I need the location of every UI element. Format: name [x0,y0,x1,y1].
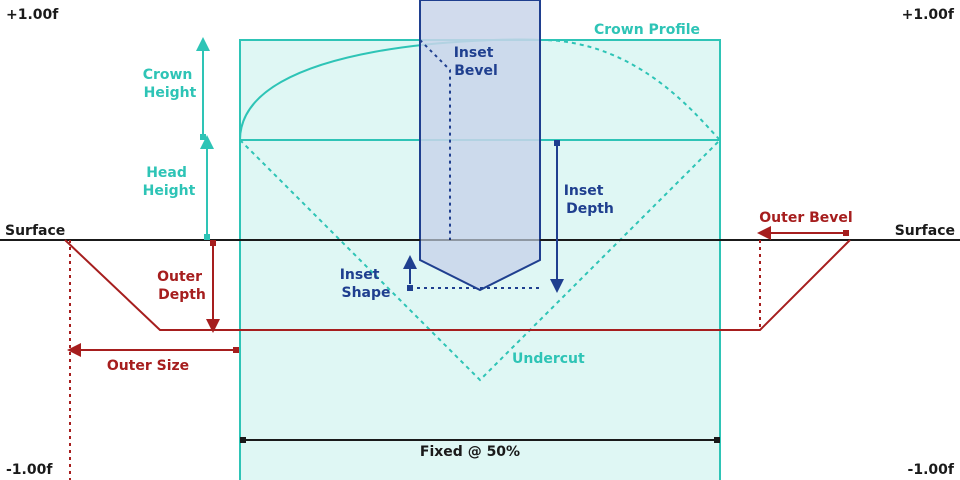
label-inset-depth: Inset Depth [564,183,614,217]
outer-bevel-handle[interactable] [843,230,849,236]
inset-depth-handle[interactable] [554,140,560,146]
label-bottom-right: -1.00f [908,462,955,478]
label-crown-height: Crown Height [143,67,198,101]
head-height-handle[interactable] [204,234,210,240]
label-head-height: Head Height [143,165,196,199]
label-undercut: Undercut [512,351,585,367]
crown-height-handle[interactable] [200,134,206,140]
label-outer-depth: Outer Depth [157,269,207,303]
fixed-measure-end-right [714,437,720,443]
crown-profile-dashed [539,39,721,141]
label-inset-shape: Inset Shape [340,267,391,301]
label-surface-right: Surface [895,223,955,239]
label-top-left: +1.00f [6,7,59,23]
label-crown-profile: Crown Profile [594,22,700,38]
outer-profile [64,239,851,331]
label-fixed: Fixed @ 50% [420,444,520,460]
label-outer-size: Outer Size [107,358,189,374]
label-inset-bevel: Inset Bevel [454,45,499,79]
label-top-right: +1.00f [902,7,955,23]
inset-shape-handle[interactable] [407,285,413,291]
undercut-outline [239,139,721,382]
label-bottom-left: -1.00f [6,462,53,478]
outer-size-handle[interactable] [233,347,239,353]
label-surface-left: Surface [5,223,65,239]
outer-depth-handle[interactable] [210,240,216,246]
inset-bevel-line [419,39,451,240]
label-outer-bevel: Outer Bevel [759,210,852,226]
inset-shaft [419,0,541,292]
fixed-measure-end-left [240,437,246,443]
